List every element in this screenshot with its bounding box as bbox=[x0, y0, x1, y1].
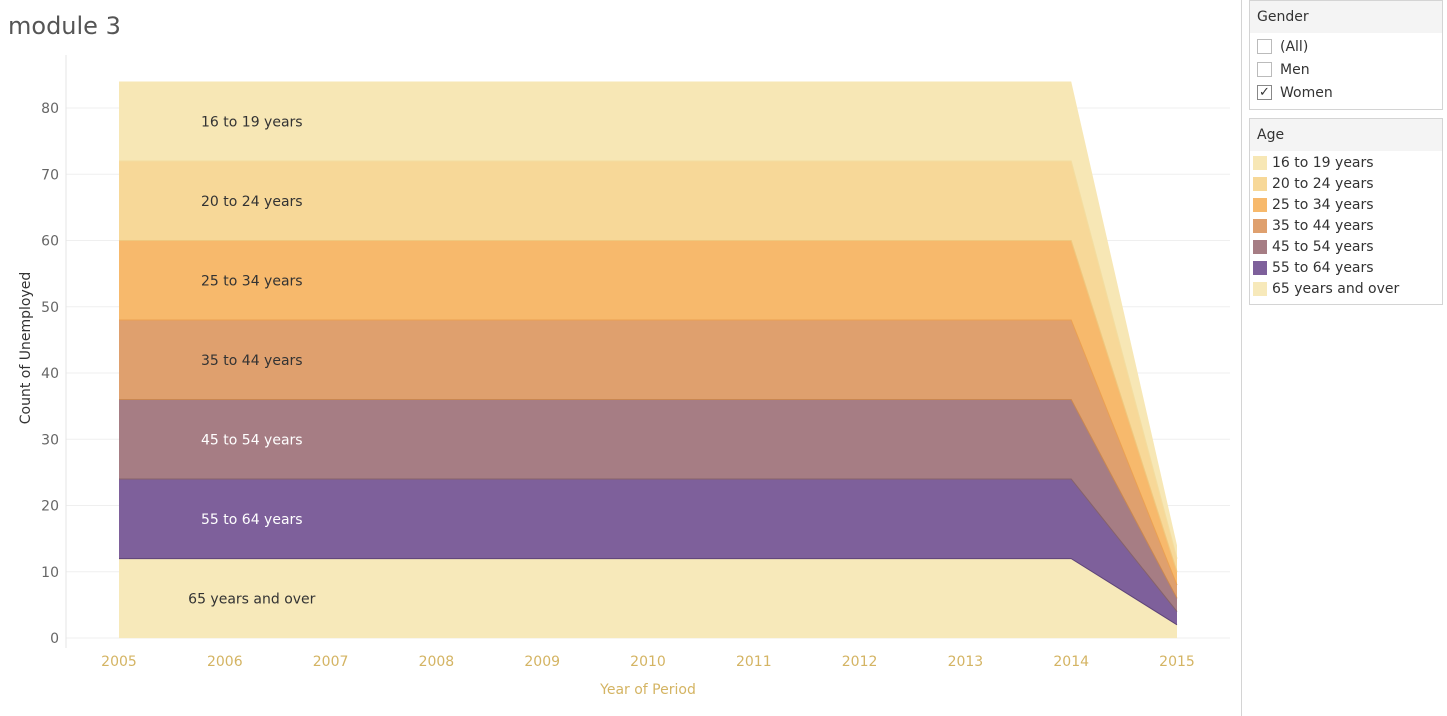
legend-item-label: 35 to 44 years bbox=[1272, 218, 1374, 234]
area-layer bbox=[119, 81, 1178, 639]
series-label: 55 to 64 years bbox=[201, 512, 303, 528]
legend-swatch-icon bbox=[1253, 282, 1267, 296]
legend-item[interactable]: 16 to 19 years bbox=[1250, 153, 1442, 174]
area-series[interactable] bbox=[119, 558, 1177, 639]
x-tick-label: 2009 bbox=[524, 654, 560, 670]
legend-item-label: 20 to 24 years bbox=[1272, 176, 1374, 192]
checkbox-unchecked-icon[interactable] bbox=[1257, 39, 1272, 54]
x-tick-label: 2011 bbox=[736, 654, 772, 670]
age-legend-panel: Age 16 to 19 years 20 to 24 years 25 to 34… bbox=[1249, 118, 1443, 305]
x-axis-label: Year of Period bbox=[599, 682, 696, 698]
y-tick-label: 40 bbox=[41, 366, 59, 382]
x-tick-label: 2013 bbox=[948, 654, 984, 670]
x-tick-label: 2005 bbox=[101, 654, 137, 670]
area-series[interactable] bbox=[119, 479, 1177, 625]
legend-swatch-icon bbox=[1253, 240, 1267, 254]
area-boundary-line bbox=[119, 160, 1178, 559]
legend-swatch-icon bbox=[1253, 261, 1267, 275]
age-legend-header: Age bbox=[1250, 119, 1442, 151]
x-tick-label: 2015 bbox=[1159, 654, 1195, 670]
area-series[interactable] bbox=[119, 81, 1177, 559]
gender-option-label: Women bbox=[1280, 85, 1333, 101]
age-legend-list: 16 to 19 years 20 to 24 years 25 to 34 yea… bbox=[1250, 151, 1442, 300]
y-tick-label: 0 bbox=[50, 631, 59, 647]
x-axis-ticks: 2005 2006 2007 2008 2009 2010 2011 2012 2013 2014… bbox=[101, 654, 1195, 670]
legend-item[interactable]: 55 to 64 years bbox=[1250, 258, 1442, 279]
legend-item-label: 55 to 64 years bbox=[1272, 260, 1374, 276]
checkbox-unchecked-icon[interactable] bbox=[1257, 62, 1272, 77]
area-series[interactable] bbox=[119, 240, 1177, 586]
area-boundary-line bbox=[119, 240, 1178, 572]
y-tick-label: 60 bbox=[41, 234, 59, 250]
y-tick-label: 80 bbox=[41, 101, 59, 117]
legend-item-label: 65 years and over bbox=[1272, 281, 1400, 297]
gender-filter-list: (All) Men ✓ Women bbox=[1250, 33, 1442, 105]
legend-swatch-icon bbox=[1253, 177, 1267, 191]
legend-item[interactable]: 25 to 34 years bbox=[1250, 195, 1442, 216]
panel-divider bbox=[1241, 0, 1242, 716]
area-series[interactable] bbox=[119, 161, 1177, 572]
legend-item-label: 16 to 19 years bbox=[1272, 155, 1374, 171]
area-boundary-line bbox=[119, 558, 1178, 626]
y-tick-label: 30 bbox=[41, 432, 59, 448]
y-tick-label: 20 bbox=[41, 499, 59, 515]
y-tick-label: 70 bbox=[41, 167, 59, 183]
area-boundary-line bbox=[119, 319, 1178, 586]
checkbox-checked-icon[interactable]: ✓ bbox=[1257, 85, 1272, 100]
series-label: 65 years and over bbox=[188, 591, 315, 607]
x-tick-label: 2007 bbox=[313, 654, 349, 670]
stacked-area-chart: 65 years and over 55 to 64 years 45 to 54 … bbox=[18, 55, 1230, 698]
x-tick-label: 2008 bbox=[419, 654, 455, 670]
gender-option[interactable]: (All) bbox=[1250, 36, 1442, 59]
gender-option-label: (All) bbox=[1280, 39, 1309, 55]
legend-swatch-icon bbox=[1253, 219, 1267, 233]
series-label: 20 to 24 years bbox=[201, 194, 303, 210]
area-boundary-line bbox=[119, 399, 1178, 599]
x-tick-label: 2010 bbox=[630, 654, 666, 670]
series-label: 35 to 44 years bbox=[201, 353, 303, 369]
area-series[interactable] bbox=[119, 320, 1177, 599]
legend-item[interactable]: 20 to 24 years bbox=[1250, 174, 1442, 195]
y-tick-label: 50 bbox=[41, 300, 59, 316]
legend-item-label: 25 to 34 years bbox=[1272, 197, 1374, 213]
area-series[interactable] bbox=[119, 399, 1177, 612]
series-label: 25 to 34 years bbox=[201, 273, 303, 289]
series-label: 16 to 19 years bbox=[201, 114, 303, 130]
legend-item[interactable]: 35 to 44 years bbox=[1250, 216, 1442, 237]
x-tick-label: 2014 bbox=[1053, 654, 1089, 670]
x-tick-label: 2012 bbox=[842, 654, 878, 670]
area-boundary-line bbox=[119, 478, 1178, 612]
gender-option[interactable]: ✓ Women bbox=[1250, 82, 1442, 105]
series-labels: 65 years and over 55 to 64 years 45 to 54 … bbox=[188, 114, 315, 607]
legend-item-label: 45 to 54 years bbox=[1272, 239, 1374, 255]
y-axis-label: Count of Unemployed bbox=[18, 272, 34, 424]
y-tick-label: 10 bbox=[41, 565, 59, 581]
gender-option-label: Men bbox=[1280, 62, 1310, 78]
y-axis-ticks: 0 10 20 30 40 50 60 70 80 bbox=[41, 101, 59, 647]
legend-item[interactable]: 65 years and over bbox=[1250, 279, 1442, 300]
page-title: module 3 bbox=[8, 12, 121, 40]
gender-filter-panel: Gender (All) Men ✓ Women bbox=[1249, 0, 1443, 110]
legend-item[interactable]: 45 to 54 years bbox=[1250, 237, 1442, 258]
series-label: 45 to 54 years bbox=[201, 432, 303, 448]
gender-option[interactable]: Men bbox=[1250, 59, 1442, 82]
gender-filter-header: Gender bbox=[1250, 1, 1442, 33]
legend-swatch-icon bbox=[1253, 156, 1267, 170]
legend-swatch-icon bbox=[1253, 198, 1267, 212]
x-tick-label: 2006 bbox=[207, 654, 243, 670]
